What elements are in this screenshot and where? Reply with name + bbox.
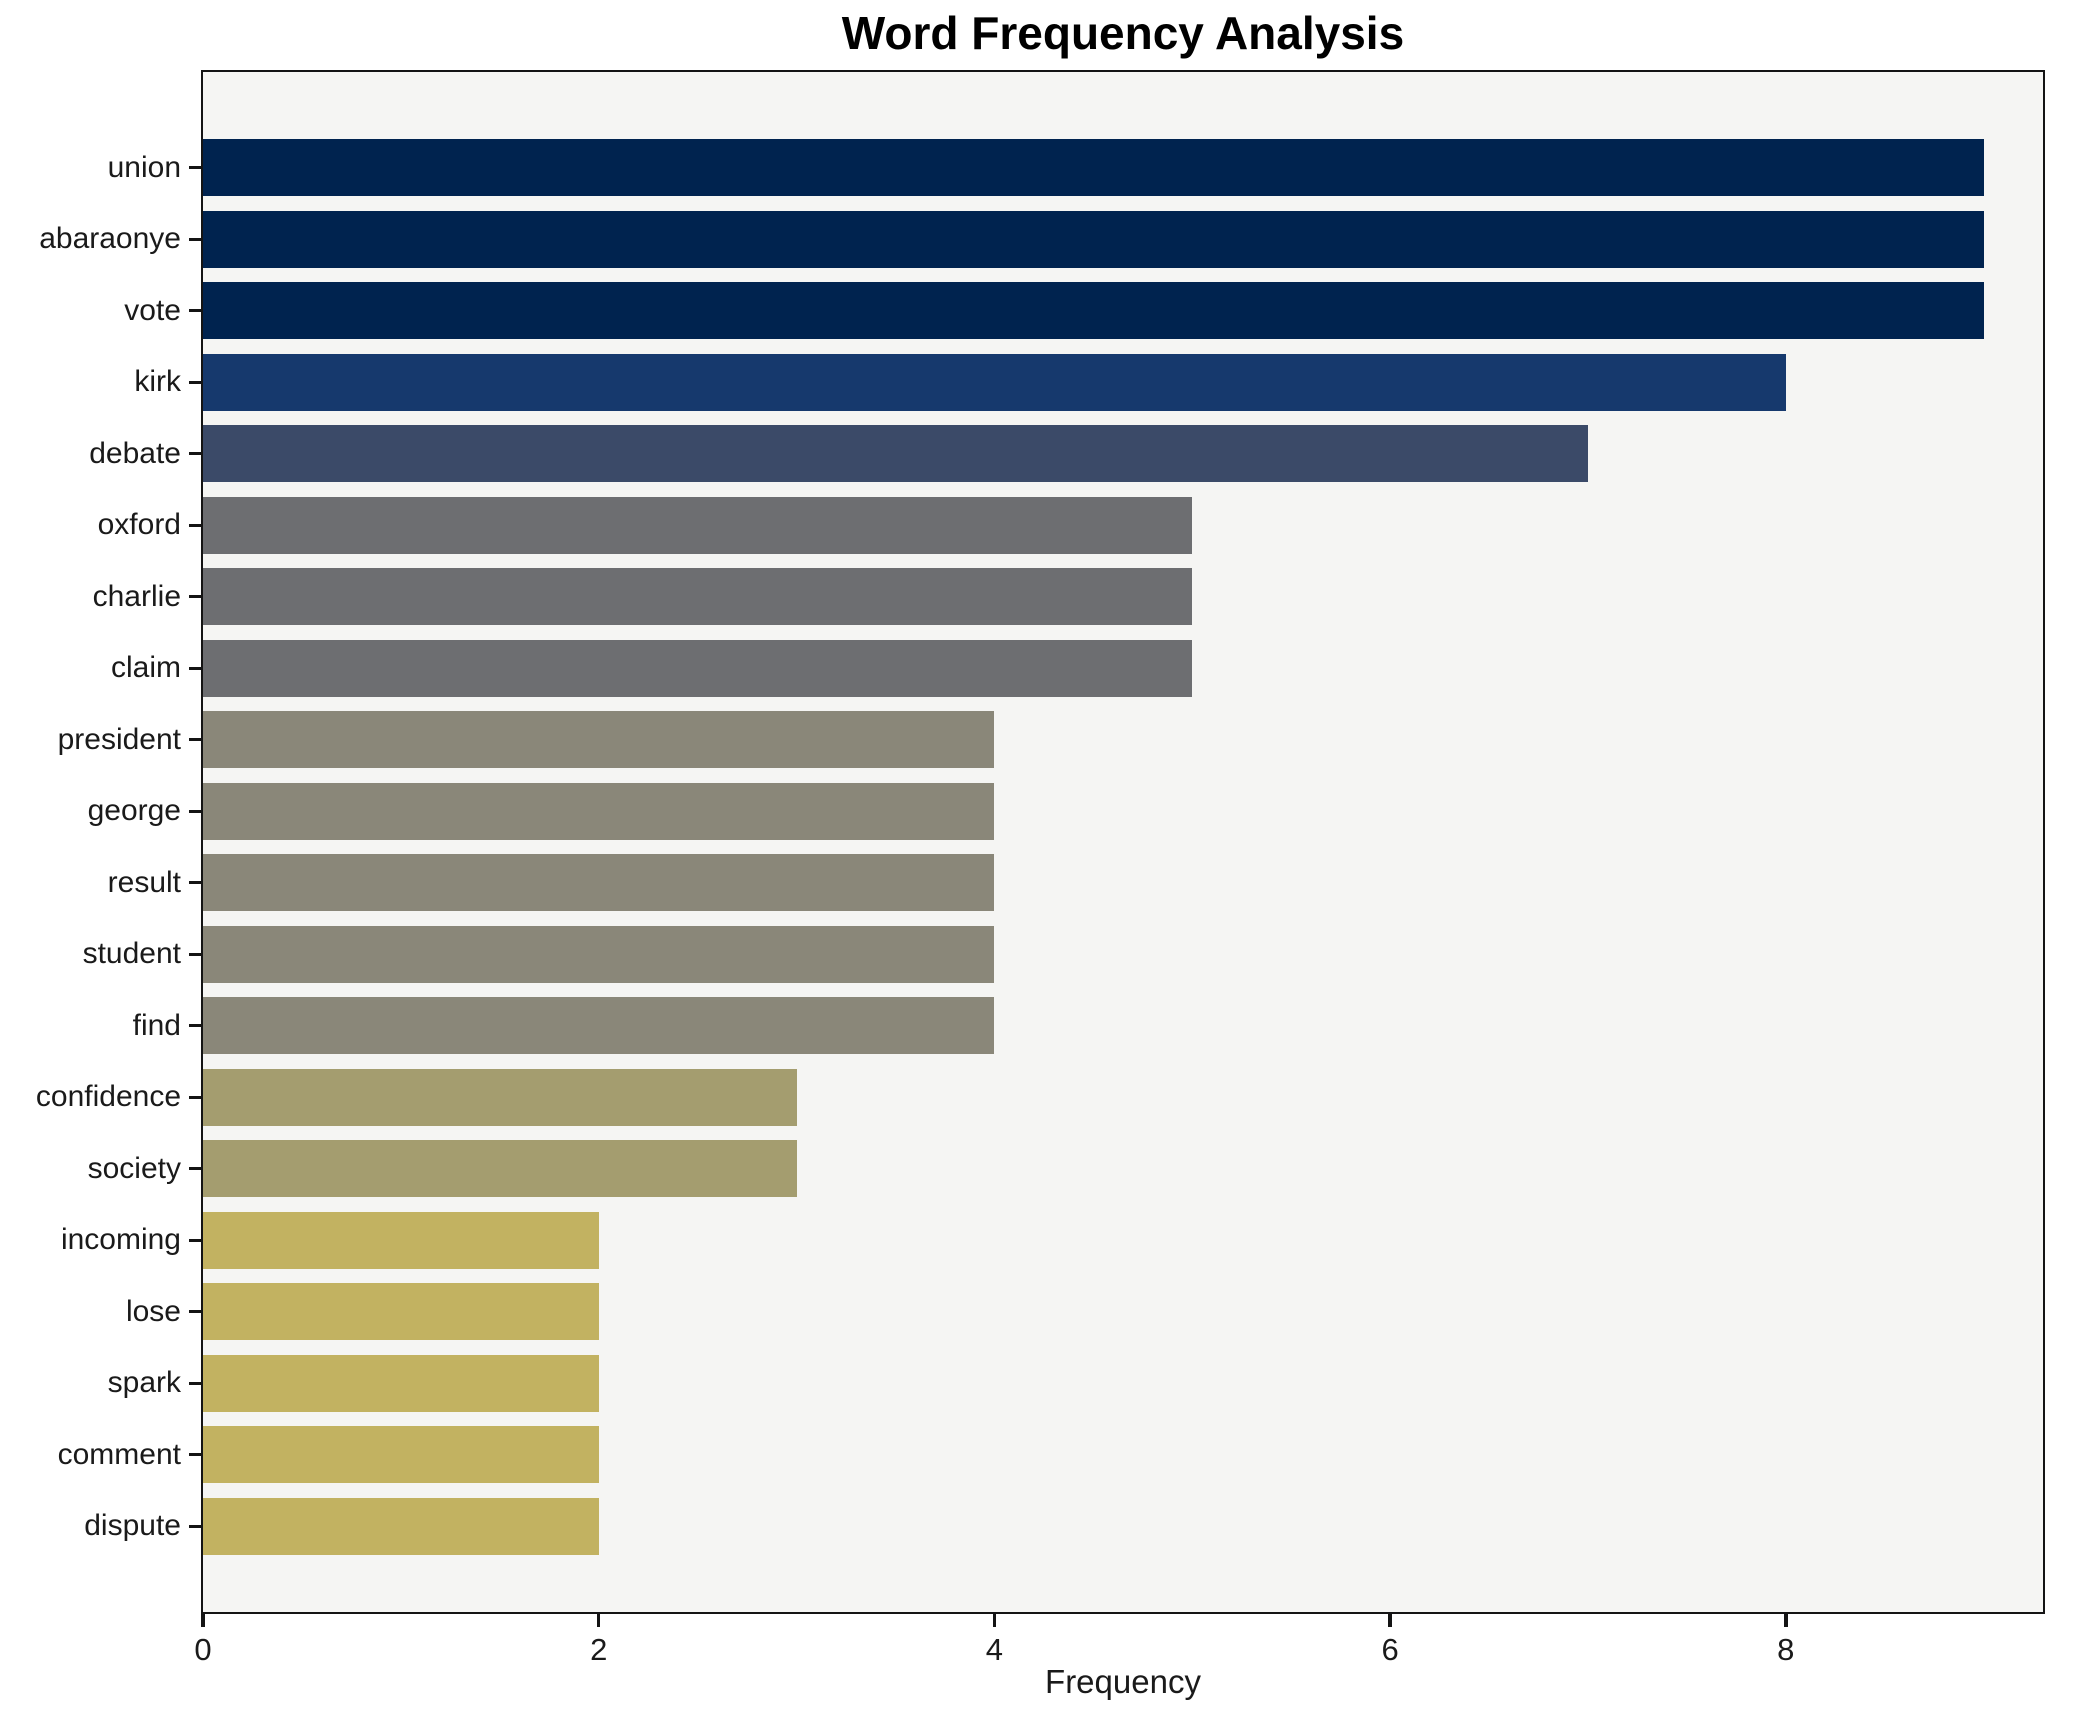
- y-tick-mark-president: [189, 738, 201, 741]
- bar-oxford: [203, 496, 1193, 554]
- chart-title: Word Frequency Analysis: [841, 7, 1405, 59]
- y-tick-mark-society: [189, 1167, 201, 1170]
- y-tick-label-society: society: [87, 1151, 181, 1185]
- y-tick-mark-charlie: [189, 595, 201, 598]
- y-tick-mark-union: [189, 166, 201, 169]
- y-tick-mark-vote: [189, 309, 201, 312]
- y-tick-label-dispute: dispute: [84, 1509, 181, 1542]
- y-tick-mark-george: [189, 809, 201, 813]
- y-tick-mark-spark: [189, 1381, 201, 1385]
- bar-union: [203, 139, 1984, 196]
- bar-debate: [203, 425, 1588, 482]
- y-tick-label-debate: debate: [89, 436, 181, 470]
- y-tick-label-abaraonye: abaraonye: [39, 222, 181, 255]
- x-tick-mark-4: [992, 1614, 997, 1627]
- bar-confidence: [203, 1068, 797, 1126]
- y-tick-mark-result: [189, 881, 201, 884]
- x-tick-label-4: 4: [985, 1632, 1004, 1667]
- bar-vote: [203, 282, 1984, 339]
- y-tick-label-claim: claim: [110, 651, 181, 684]
- bar-incoming: [203, 1211, 599, 1269]
- y-tick-label-kirk: kirk: [134, 365, 181, 398]
- bar-dispute: [203, 1497, 599, 1555]
- y-tick-mark-debate: [189, 452, 201, 455]
- bar-george: [203, 782, 995, 840]
- y-tick-mark-kirk: [189, 380, 201, 384]
- y-tick-label-incoming: incoming: [60, 1223, 181, 1256]
- y-tick-mark-confidence: [189, 1095, 201, 1099]
- bar-result: [203, 854, 995, 911]
- x-tick-mark-8: [1784, 1614, 1788, 1627]
- y-tick-label-charlie: charlie: [92, 579, 181, 613]
- bar-find: [203, 997, 995, 1054]
- y-tick-mark-incoming: [189, 1238, 201, 1242]
- x-axis-label: Frequency: [1045, 1663, 1201, 1700]
- x-tick-mark-6: [1388, 1614, 1392, 1627]
- y-tick-mark-student: [189, 952, 201, 956]
- y-tick-mark-dispute: [189, 1524, 201, 1528]
- bar-abaraonye: [203, 210, 1984, 268]
- y-tick-label-vote: vote: [124, 293, 181, 327]
- bar-kirk: [203, 353, 1786, 411]
- y-tick-mark-claim: [189, 666, 201, 670]
- x-tick-label-2: 2: [590, 1632, 608, 1667]
- x-tick-mark-2: [596, 1614, 601, 1627]
- x-tick-label-0: 0: [194, 1632, 212, 1667]
- y-tick-mark-oxford: [189, 523, 201, 527]
- x-tick-label-8: 8: [1777, 1632, 1795, 1667]
- y-tick-mark-comment: [189, 1453, 201, 1456]
- y-tick-label-lose: lose: [125, 1294, 181, 1328]
- plot-area: union abaraonye vote kirk debate oxford charli…: [36, 70, 2045, 1667]
- bar-comment: [203, 1426, 599, 1483]
- y-tick-label-spark: spark: [107, 1366, 181, 1399]
- y-tick-label-student: student: [82, 937, 181, 970]
- y-tick-label-president: president: [57, 722, 181, 756]
- y-tick-label-confidence: confidence: [35, 1080, 181, 1113]
- bar-society: [203, 1140, 797, 1197]
- bar-spark: [203, 1354, 599, 1412]
- y-tick-label-george: george: [87, 794, 181, 827]
- y-tick-label-result: result: [107, 865, 181, 899]
- y-tick-mark-abaraonye: [189, 237, 201, 241]
- y-tick-label-comment: comment: [57, 1437, 181, 1471]
- bar-charlie: [203, 568, 1193, 625]
- bar-lose: [203, 1283, 599, 1340]
- bar-president: [203, 711, 995, 768]
- bar-claim: [203, 639, 1193, 697]
- bar-student: [203, 925, 995, 983]
- y-tick-mark-lose: [189, 1310, 201, 1313]
- y-tick-mark-find: [189, 1024, 201, 1027]
- x-tick-label-6: 6: [1381, 1632, 1399, 1667]
- y-tick-label-find: find: [132, 1008, 181, 1042]
- y-tick-label-union: union: [107, 150, 181, 184]
- y-tick-label-oxford: oxford: [97, 508, 181, 541]
- x-tick-mark-0: [201, 1614, 205, 1627]
